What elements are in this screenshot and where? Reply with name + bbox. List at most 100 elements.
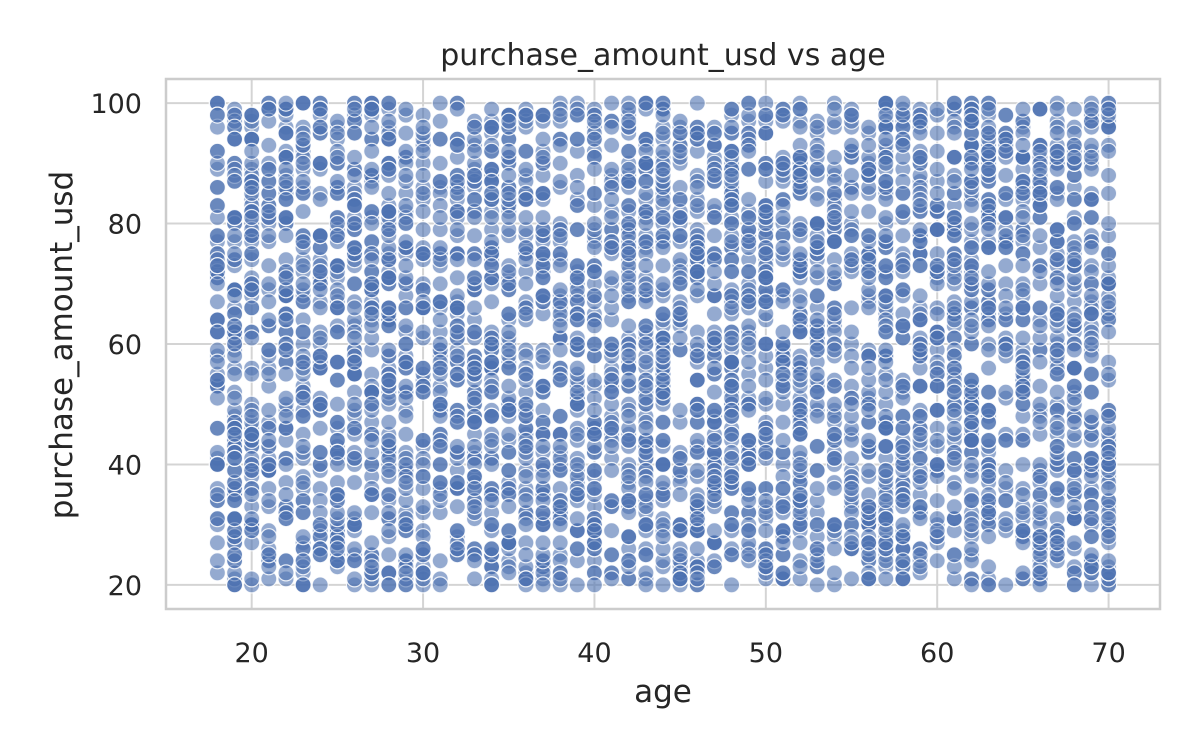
scatter-point <box>962 455 981 474</box>
scatter-point <box>654 208 672 227</box>
scatter-point <box>1014 299 1032 317</box>
scatter-point <box>208 106 226 124</box>
scatter-point <box>722 353 741 371</box>
scatter-point <box>979 142 998 160</box>
scatter-point <box>894 552 912 570</box>
scatter-point <box>380 341 398 359</box>
scatter-point <box>534 148 552 166</box>
scatter-point <box>380 431 398 449</box>
scatter-point <box>414 166 432 184</box>
scatter-point <box>448 136 466 154</box>
scatter-point <box>722 100 741 118</box>
scatter-point <box>380 130 398 148</box>
scatter-point <box>585 239 604 257</box>
scatter-point <box>208 419 226 437</box>
scatter-point <box>722 516 741 534</box>
scatter-point <box>740 546 758 564</box>
scatter-point <box>825 305 844 323</box>
scatter-point <box>448 251 466 269</box>
scatter-point <box>448 184 466 202</box>
x-axis-label: age <box>634 674 692 710</box>
scatter-point <box>911 148 929 166</box>
scatter-point <box>226 510 244 528</box>
scatter-point <box>483 576 501 594</box>
scatter-point <box>465 118 484 136</box>
scatter-point <box>1031 184 1049 202</box>
scatter-point <box>945 449 963 467</box>
scatter-point <box>1082 208 1101 227</box>
scatter-point <box>483 383 501 401</box>
scatter-point <box>671 486 689 504</box>
scatter-point <box>208 389 226 407</box>
scatter-point <box>294 202 312 221</box>
scatter-point <box>842 184 861 202</box>
scatter-point <box>654 347 672 365</box>
scatter-point <box>294 503 312 522</box>
scatter-point <box>962 160 981 178</box>
scatter-point <box>568 335 586 353</box>
scatter-point <box>705 227 724 245</box>
scatter-point <box>345 196 364 215</box>
scatter-point <box>517 395 535 413</box>
scatter-point <box>465 251 484 269</box>
scatter-point <box>1031 353 1049 371</box>
scatter-point <box>637 257 655 275</box>
scatter-point <box>260 492 278 510</box>
scatter-point <box>517 239 535 257</box>
scatter-point <box>1082 365 1101 383</box>
scatter-point <box>1065 413 1083 431</box>
scatter-point <box>877 419 895 437</box>
scatter-point <box>997 184 1015 202</box>
scatter-point <box>517 142 535 160</box>
scatter-point <box>243 245 261 263</box>
scatter-point <box>328 353 346 371</box>
scatter-point <box>260 401 278 419</box>
scatter-point <box>345 275 364 293</box>
scatter-point <box>500 166 518 184</box>
scatter-point <box>345 449 364 467</box>
scatter-point <box>226 492 244 510</box>
scatter-point <box>997 299 1015 317</box>
scatter-point <box>740 522 758 540</box>
scatter-point <box>877 208 895 227</box>
scatter-point <box>1031 395 1049 413</box>
scatter-point <box>877 227 895 245</box>
scatter-point <box>345 473 364 492</box>
scatter-point <box>311 100 329 118</box>
scatter-point <box>877 323 895 341</box>
scatter-point <box>979 528 998 546</box>
y-axis-label: purchase_amount_usd <box>44 171 80 519</box>
scatter-point <box>842 202 861 221</box>
scatter-point <box>774 534 792 552</box>
scatter-point <box>1099 365 1118 383</box>
scatter-point <box>1099 166 1118 184</box>
scatter-point <box>774 498 792 516</box>
scatter-point <box>1082 528 1101 546</box>
scatter-point <box>551 172 569 190</box>
scatter-point <box>825 540 844 558</box>
scatter-point <box>551 257 569 275</box>
scatter-point <box>414 359 432 377</box>
scatter-point <box>363 275 381 293</box>
scatter-point <box>740 377 758 395</box>
scatter-point <box>277 190 295 209</box>
scatter-point <box>979 196 998 215</box>
scatter-point <box>1014 359 1032 377</box>
scatter-point <box>911 425 929 443</box>
scatter-point <box>962 317 981 335</box>
scatter-point <box>1065 100 1083 118</box>
scatter-point <box>1065 534 1083 552</box>
scatter-point <box>979 503 998 522</box>
scatter-point <box>208 371 226 389</box>
scatter-point <box>637 94 655 112</box>
scatter-point <box>517 305 535 323</box>
scatter-point <box>448 540 466 558</box>
scatter-point <box>397 196 415 215</box>
scatter-point <box>363 558 381 576</box>
scatter-point <box>1014 431 1032 449</box>
scatter-point <box>757 389 775 407</box>
scatter-point <box>311 546 329 564</box>
scatter-point <box>397 353 415 371</box>
scatter-point <box>448 413 466 431</box>
scatter-point <box>1099 245 1118 263</box>
